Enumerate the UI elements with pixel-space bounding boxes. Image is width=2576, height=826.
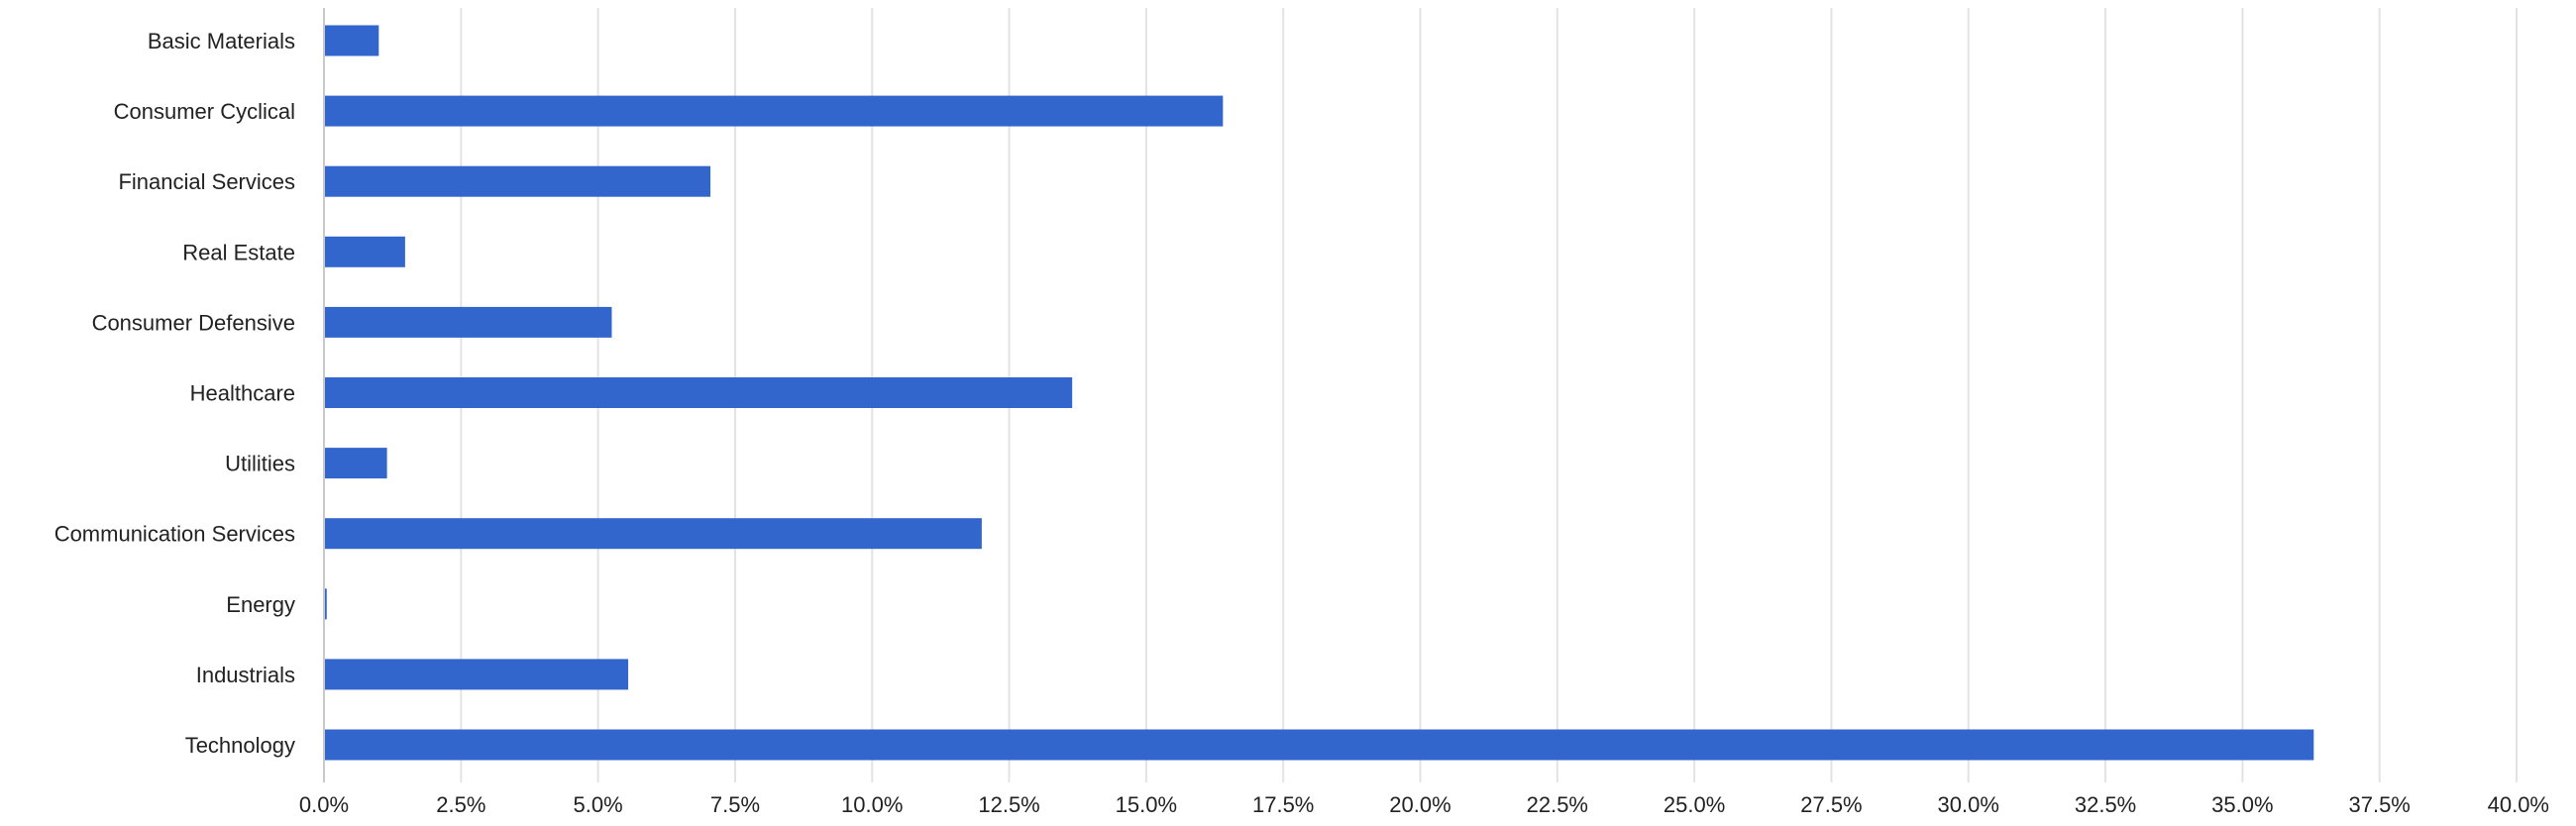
bar-basic-materials[interactable] bbox=[324, 25, 379, 56]
category-label-consumer-defensive: Consumer Defensive bbox=[92, 310, 295, 335]
x-tick-label: 20.0% bbox=[1389, 792, 1450, 817]
category-label-technology: Technology bbox=[185, 733, 295, 758]
x-tick-label: 2.5% bbox=[436, 792, 485, 817]
category-label-financial-services: Financial Services bbox=[118, 169, 295, 194]
bar-consumer-cyclical[interactable] bbox=[324, 95, 1224, 127]
x-tick-label: 30.0% bbox=[1938, 792, 1999, 817]
bar-healthcare[interactable] bbox=[324, 377, 1073, 408]
bar-real-estate[interactable] bbox=[324, 236, 405, 267]
x-tick-labels: 0.0% 2.5% 5.0% 7.5% 10.0% 12.5% 15.0% 17.5% 20.0… bbox=[299, 792, 2549, 817]
x-tick-label: 10.0% bbox=[841, 792, 903, 817]
x-tick-label: 5.0% bbox=[574, 792, 623, 817]
x-tick-label: 25.0% bbox=[1664, 792, 1725, 817]
bar-utilities[interactable] bbox=[324, 448, 387, 479]
category-label-real-estate: Real Estate bbox=[182, 240, 295, 264]
x-tick-label: 7.5% bbox=[710, 792, 760, 817]
category-label-utilities: Utilities bbox=[225, 452, 295, 476]
x-tick-label: 12.5% bbox=[978, 792, 1039, 817]
x-tick-label: 17.5% bbox=[1252, 792, 1314, 817]
x-tick-label: 32.5% bbox=[2075, 792, 2136, 817]
bar-financial-services[interactable] bbox=[324, 165, 711, 197]
bar-energy[interactable] bbox=[324, 588, 327, 620]
bar-consumer-defensive[interactable] bbox=[324, 306, 612, 338]
category-labels: Basic Materials Consumer Cyclical Financia… bbox=[54, 29, 295, 758]
category-label-healthcare: Healthcare bbox=[190, 381, 295, 406]
bar-industrials[interactable] bbox=[324, 659, 629, 690]
category-label-energy: Energy bbox=[226, 592, 295, 617]
category-label-basic-materials: Basic Materials bbox=[148, 29, 295, 53]
bar-communication-services[interactable] bbox=[324, 518, 982, 550]
x-tick-label: 22.5% bbox=[1527, 792, 1588, 817]
x-tick-label: 35.0% bbox=[2211, 792, 2273, 817]
x-tick-label: 15.0% bbox=[1116, 792, 1177, 817]
category-label-communication-services: Communication Services bbox=[54, 522, 295, 547]
x-tick-label: 27.5% bbox=[1800, 792, 1862, 817]
x-tick-label: 0.0% bbox=[299, 792, 349, 817]
category-label-industrials: Industrials bbox=[196, 663, 295, 687]
x-tick-label: 40.0% bbox=[2488, 792, 2549, 817]
bars bbox=[324, 25, 2314, 761]
category-label-consumer-cyclical: Consumer Cyclical bbox=[114, 99, 295, 124]
bar-technology[interactable] bbox=[324, 729, 2314, 761]
x-tick-label: 37.5% bbox=[2348, 792, 2410, 817]
